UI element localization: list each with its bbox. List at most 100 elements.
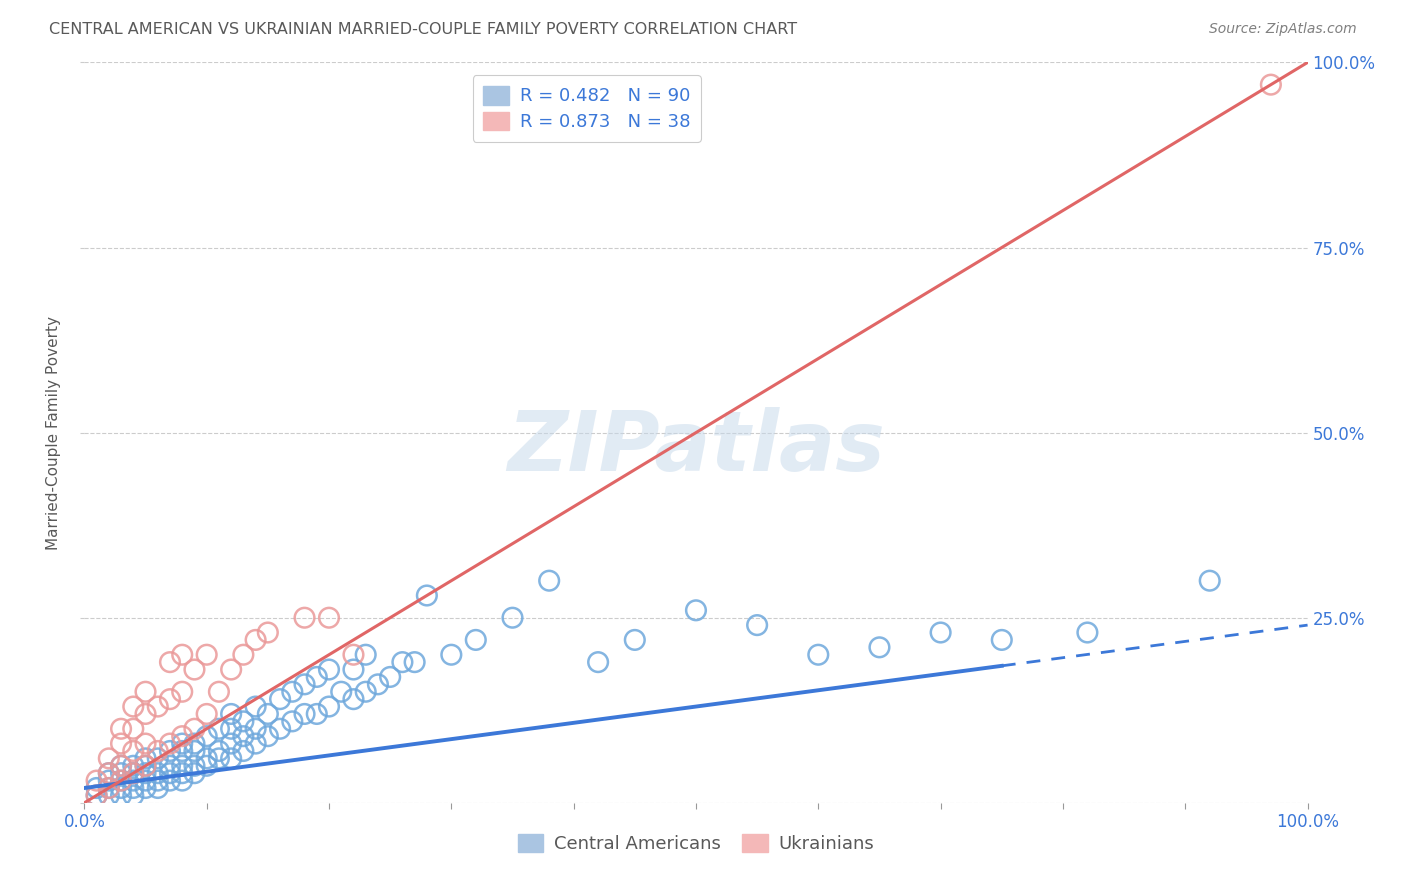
Point — [122, 744, 145, 758]
Point — [110, 773, 132, 788]
Point — [294, 610, 316, 624]
Point — [135, 737, 157, 751]
Point — [464, 632, 486, 647]
Y-axis label: Married-Couple Family Poverty: Married-Couple Family Poverty — [46, 316, 62, 549]
Point — [354, 685, 377, 699]
Point — [257, 625, 280, 640]
Point — [122, 773, 145, 788]
Point — [318, 663, 340, 677]
Point — [245, 632, 267, 647]
Point — [1260, 78, 1282, 92]
Point — [208, 685, 231, 699]
Point — [110, 722, 132, 736]
Point — [257, 729, 280, 743]
Point — [318, 699, 340, 714]
Point — [367, 677, 389, 691]
Point — [380, 670, 402, 684]
Point — [219, 751, 242, 765]
Point — [159, 655, 181, 669]
Point — [183, 758, 205, 772]
Point — [305, 706, 328, 721]
Point — [245, 722, 267, 736]
Point — [172, 737, 194, 751]
Point — [440, 648, 463, 662]
Point — [159, 744, 181, 758]
Point — [97, 766, 120, 780]
Point — [305, 670, 328, 684]
Point — [269, 692, 291, 706]
Point — [807, 648, 830, 662]
Point — [159, 692, 181, 706]
Point — [146, 773, 169, 788]
Point — [172, 766, 194, 780]
Point — [97, 789, 120, 803]
Point — [502, 610, 524, 624]
Point — [991, 632, 1014, 647]
Point — [208, 751, 231, 765]
Point — [122, 722, 145, 736]
Point — [281, 685, 304, 699]
Point — [586, 655, 609, 669]
Point — [172, 773, 194, 788]
Point — [183, 722, 205, 736]
Text: Source: ZipAtlas.com: Source: ZipAtlas.com — [1209, 22, 1357, 37]
Point — [232, 744, 254, 758]
Point — [869, 640, 891, 655]
Point — [538, 574, 561, 588]
Point — [110, 737, 132, 751]
Point — [195, 648, 218, 662]
Point — [97, 766, 120, 780]
Text: CENTRAL AMERICAN VS UKRAINIAN MARRIED-COUPLE FAMILY POVERTY CORRELATION CHART: CENTRAL AMERICAN VS UKRAINIAN MARRIED-CO… — [49, 22, 797, 37]
Point — [110, 758, 132, 772]
Point — [172, 744, 194, 758]
Point — [135, 773, 157, 788]
Point — [122, 780, 145, 795]
Point — [110, 773, 132, 788]
Point — [404, 655, 426, 669]
Point — [232, 714, 254, 729]
Point — [172, 685, 194, 699]
Point — [146, 766, 169, 780]
Point — [135, 758, 157, 772]
Point — [195, 729, 218, 743]
Point — [122, 699, 145, 714]
Point — [208, 722, 231, 736]
Point — [342, 663, 364, 677]
Point — [97, 773, 120, 788]
Point — [146, 744, 169, 758]
Point — [183, 737, 205, 751]
Point — [1076, 625, 1098, 640]
Point — [159, 766, 181, 780]
Point — [245, 699, 267, 714]
Point — [135, 706, 157, 721]
Point — [122, 766, 145, 780]
Point — [195, 751, 218, 765]
Point — [135, 751, 157, 765]
Point — [624, 632, 647, 647]
Point — [86, 773, 108, 788]
Point — [135, 685, 157, 699]
Point — [97, 780, 120, 795]
Point — [1198, 574, 1220, 588]
Legend: Central Americans, Ukrainians: Central Americans, Ukrainians — [510, 827, 882, 861]
Point — [97, 780, 120, 795]
Point — [354, 648, 377, 662]
Point — [122, 789, 145, 803]
Point — [110, 758, 132, 772]
Point — [685, 603, 707, 617]
Point — [183, 744, 205, 758]
Point — [929, 625, 952, 640]
Text: ZIPatlas: ZIPatlas — [508, 407, 884, 488]
Point — [159, 737, 181, 751]
Point — [183, 766, 205, 780]
Point — [172, 729, 194, 743]
Point — [245, 737, 267, 751]
Point — [195, 758, 218, 772]
Point — [86, 789, 108, 803]
Point — [416, 589, 439, 603]
Point — [219, 722, 242, 736]
Point — [318, 610, 340, 624]
Point — [342, 648, 364, 662]
Point — [294, 677, 316, 691]
Point — [146, 751, 169, 765]
